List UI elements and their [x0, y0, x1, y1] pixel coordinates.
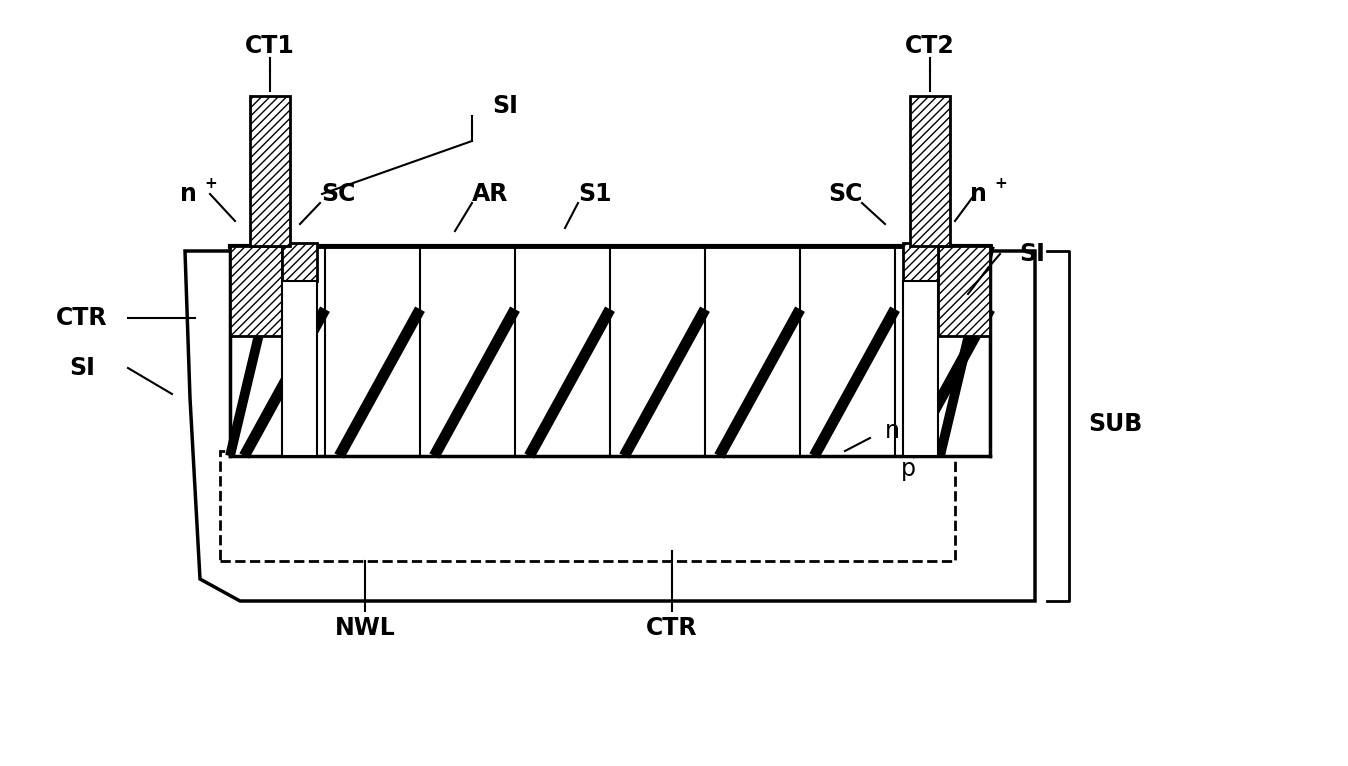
Text: SI: SI	[1019, 242, 1045, 266]
Text: n: n	[969, 182, 987, 206]
Bar	[282, 281, 317, 456]
Text: SUB: SUB	[1088, 412, 1142, 436]
Text: SI: SI	[69, 356, 94, 380]
Text: SC: SC	[321, 182, 355, 206]
Text: SC: SC	[828, 182, 863, 206]
Text: CT2: CT2	[905, 34, 954, 58]
Text: SI: SI	[492, 94, 518, 118]
Text: CTR: CTR	[57, 306, 108, 330]
Bar	[231, 246, 282, 336]
Text: n: n	[179, 182, 197, 206]
Bar	[249, 96, 290, 246]
Text: +: +	[204, 175, 217, 191]
Text: p: p	[900, 457, 915, 481]
Bar	[231, 246, 989, 456]
Text: NWL: NWL	[334, 616, 395, 640]
Bar	[938, 246, 989, 336]
Text: +: +	[993, 175, 1007, 191]
Text: S1: S1	[578, 182, 612, 206]
Text: CTR: CTR	[646, 616, 698, 640]
Bar	[903, 281, 938, 456]
Bar	[910, 96, 950, 246]
Bar	[220, 451, 954, 561]
Polygon shape	[185, 251, 1035, 601]
Text: CT1: CT1	[245, 34, 295, 58]
Bar	[903, 243, 938, 281]
Text: AR: AR	[472, 182, 508, 206]
Text: n: n	[884, 419, 899, 443]
Bar	[282, 243, 317, 281]
